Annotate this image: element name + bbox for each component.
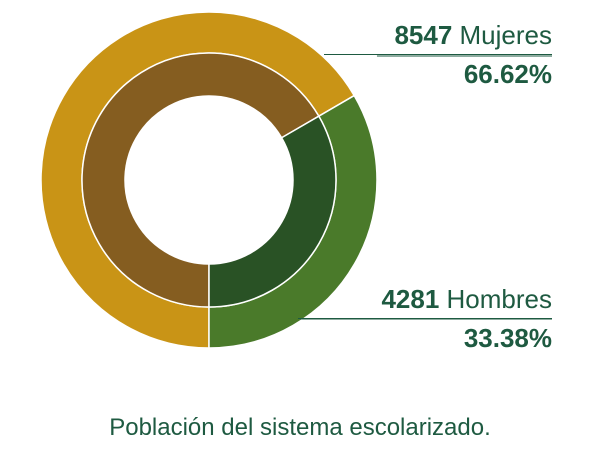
- hombres-label: 4281 Hombres 33.38%: [298, 284, 552, 353]
- hombres-percent: 33.38%: [463, 323, 552, 353]
- hombres-count-line: 4281 Hombres: [298, 284, 552, 314]
- mujeres-count-line: 8547 Mujeres: [324, 20, 552, 50]
- slice-inner-mujeres: [81, 52, 320, 308]
- mujeres-rule: [324, 54, 552, 55]
- mujeres-percent: 66.62%: [463, 59, 552, 89]
- hombres-name: Hombres: [446, 284, 552, 314]
- chart-caption: Población del sistema escolarizado.: [109, 414, 491, 441]
- slice-inner-hombres: [208, 115, 337, 308]
- mujeres-name: Mujeres: [459, 20, 552, 50]
- mujeres-label: 8547 Mujeres 66.62%: [324, 20, 552, 89]
- donut-slices: [40, 11, 378, 349]
- hombres-count: 4281: [381, 284, 440, 314]
- hombres-rule: [298, 318, 552, 319]
- mujeres-count: 8547: [394, 20, 453, 50]
